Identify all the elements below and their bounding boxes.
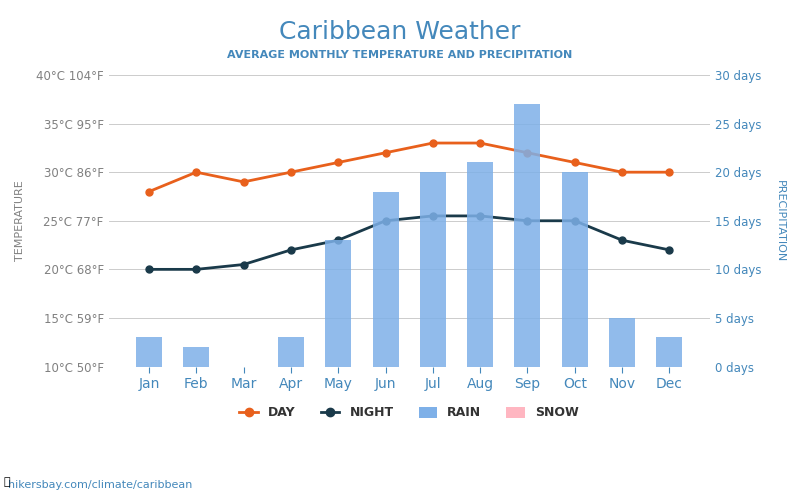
Bar: [183, 347, 210, 366]
Text: hikersbay.com/climate/caribbean: hikersbay.com/climate/caribbean: [8, 480, 192, 490]
Bar: [373, 192, 398, 366]
Y-axis label: TEMPERATURE: TEMPERATURE: [15, 180, 25, 261]
Bar: [325, 240, 351, 366]
Bar: [562, 172, 588, 366]
Bar: [278, 338, 304, 366]
Bar: [136, 338, 162, 366]
Bar: [657, 338, 682, 366]
Text: 📍: 📍: [4, 478, 10, 488]
Y-axis label: PRECIPITATION: PRECIPITATION: [775, 180, 785, 262]
Legend: DAY, NIGHT, RAIN, SNOW: DAY, NIGHT, RAIN, SNOW: [234, 402, 584, 424]
Bar: [467, 162, 493, 366]
Bar: [514, 104, 541, 366]
Bar: [420, 172, 446, 366]
Text: AVERAGE MONTHLY TEMPERATURE AND PRECIPITATION: AVERAGE MONTHLY TEMPERATURE AND PRECIPIT…: [227, 50, 573, 60]
Text: Caribbean Weather: Caribbean Weather: [279, 20, 521, 44]
Bar: [609, 318, 635, 366]
